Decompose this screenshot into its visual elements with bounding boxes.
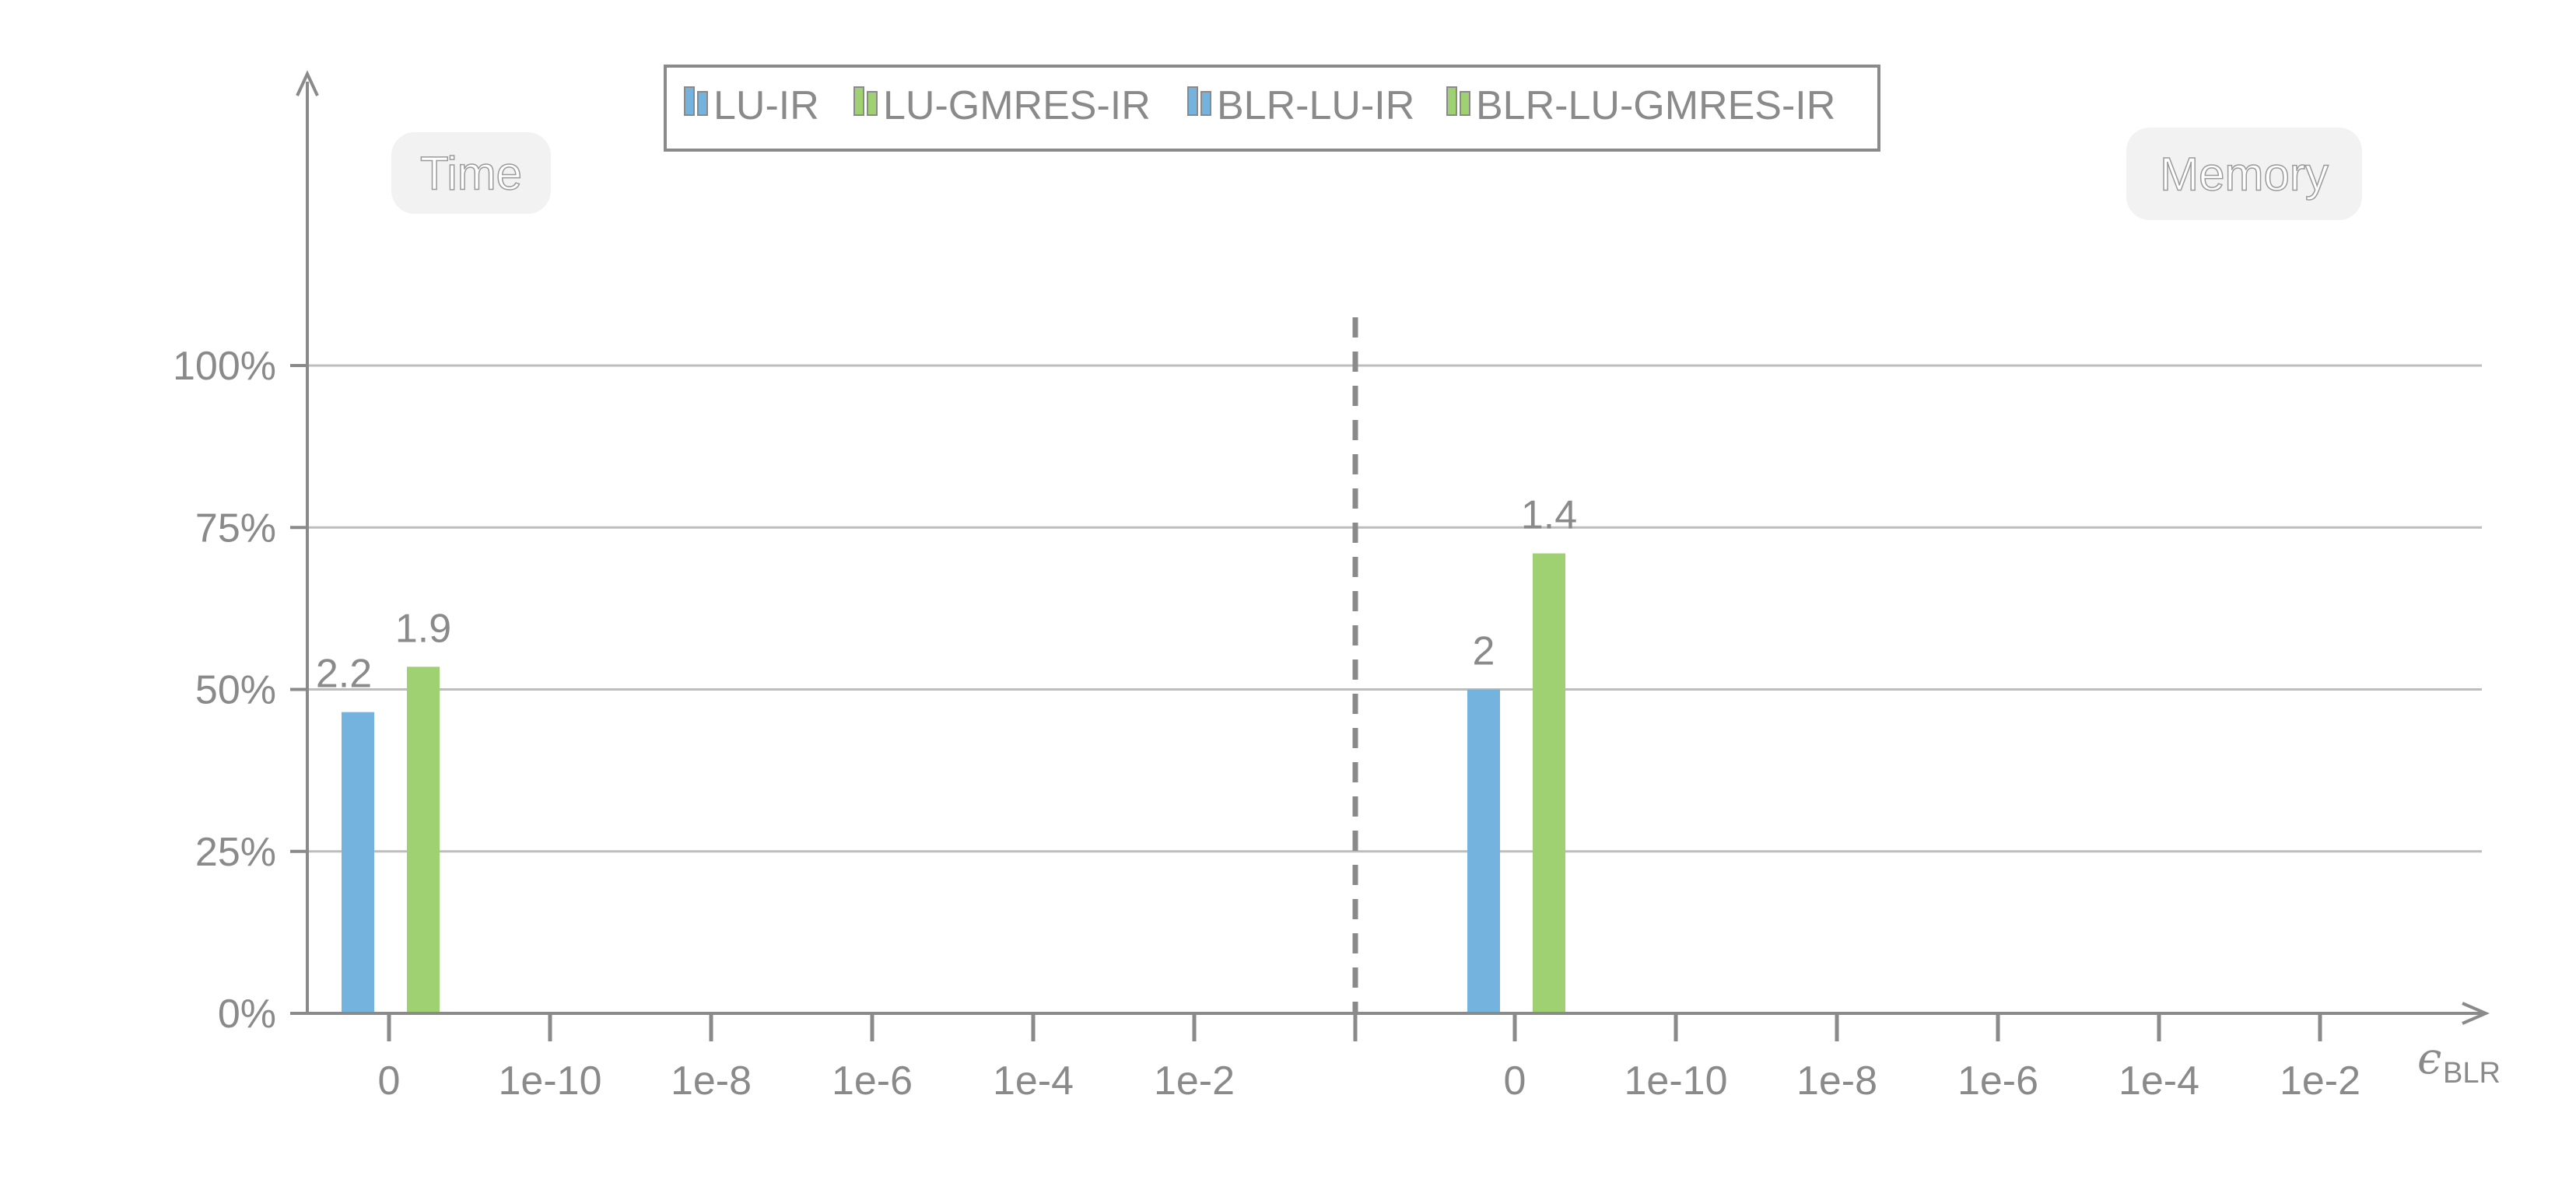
y-tick-label: 75% — [195, 506, 276, 551]
panel-title: Memory — [2160, 149, 2329, 201]
x-tick-label: 0 — [378, 1058, 401, 1104]
x-tick-label: 1e-6 — [1957, 1058, 2038, 1104]
legend-swatch — [1187, 86, 1198, 116]
x-tick-label: 1e-4 — [993, 1058, 1074, 1104]
bar-lu-ir — [1467, 689, 1500, 1013]
bar-lu-gmres-ir — [1533, 553, 1565, 1013]
y-tick-label: 0% — [218, 992, 276, 1037]
bars — [342, 553, 1565, 1013]
legend-swatch — [1200, 91, 1211, 116]
legend-label: BLR-LU-GMRES-IR — [1476, 83, 1835, 128]
legend-swatch — [853, 86, 864, 116]
y-tick-label: 100% — [173, 344, 276, 389]
y-axis-arrow — [296, 70, 319, 96]
labels: 0% 25% 50% 75% 100% 0 1e-10 1e-8 1e-6 1e-4 1e-2 2.2… — [173, 128, 2501, 1104]
panel-badge — [391, 132, 551, 214]
panel-badge — [2126, 128, 2362, 220]
x-tick-label: 1e-6 — [832, 1058, 913, 1104]
legend-swatch — [1460, 91, 1470, 116]
bar-lu-gmres-ir — [407, 666, 440, 1013]
x-axis-arrow — [2462, 1002, 2490, 1025]
x-tick-label: 1e-8 — [1796, 1058, 1877, 1104]
bar-lu-ir — [342, 712, 374, 1013]
data-label: 1.4 — [1521, 493, 1577, 538]
legend-label: LU-GMRES-IR — [883, 83, 1151, 128]
gridlines — [307, 364, 2482, 853]
x-tick-label: 0 — [1504, 1058, 1526, 1104]
x-tick-label: 1e-4 — [2119, 1058, 2199, 1104]
panel-title: Time — [420, 148, 522, 200]
x-tick-label: 1e-2 — [1154, 1058, 1235, 1104]
legend: LU-IR LU-GMRES-IR BLR-LU-IR BLR-LU-GMRES-IR — [664, 65, 1880, 152]
x-axis-label-subscript: BLR — [2443, 1057, 2501, 1090]
y-tick-label: 50% — [195, 668, 276, 713]
legend-swatch — [697, 91, 708, 116]
legend-swatch — [867, 91, 878, 116]
x-tick-label: 1e-8 — [671, 1058, 752, 1104]
axes — [290, 70, 2490, 1041]
x-tick-label: 1e-10 — [1624, 1058, 1728, 1104]
legend-label: BLR-LU-IR — [1217, 83, 1414, 128]
legend-swatch — [684, 86, 695, 116]
x-tick-label: 1e-10 — [499, 1058, 602, 1104]
legend-label: LU-IR — [713, 83, 819, 128]
data-label: 1.9 — [395, 606, 451, 651]
x-tick-label: 1e-2 — [2280, 1058, 2360, 1104]
legend-swatch — [1446, 86, 1457, 116]
y-tick-label: 25% — [195, 830, 276, 875]
x-axis-label: ϵ — [2417, 1034, 2441, 1084]
data-label: 2 — [1473, 629, 1495, 674]
data-label: 2.2 — [316, 652, 372, 697]
